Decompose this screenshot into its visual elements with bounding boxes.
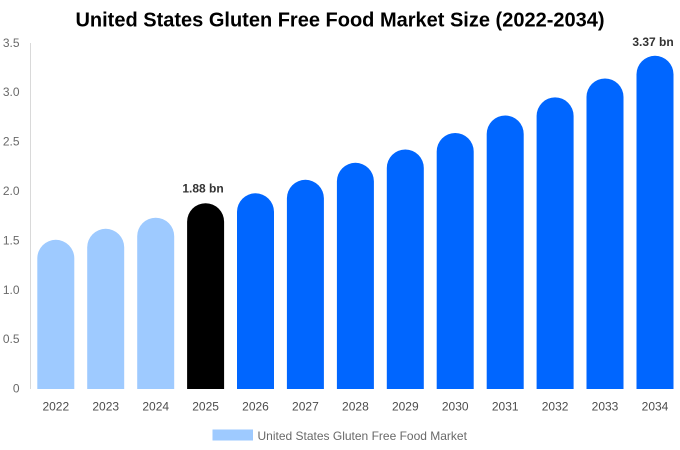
svg-text:United States Gluten Free Food: United States Gluten Free Food Market xyxy=(258,429,468,443)
svg-text:2028: 2028 xyxy=(342,400,369,414)
svg-text:2034: 2034 xyxy=(642,400,669,414)
svg-text:3.0: 3.0 xyxy=(3,85,20,99)
svg-text:1.0: 1.0 xyxy=(3,283,20,297)
svg-text:2.5: 2.5 xyxy=(3,135,20,149)
svg-text:2026: 2026 xyxy=(242,400,269,414)
svg-text:3.5: 3.5 xyxy=(3,36,20,50)
svg-text:1.5: 1.5 xyxy=(3,233,20,247)
svg-text:United States Gluten Free Food: United States Gluten Free Food Market Si… xyxy=(75,10,604,32)
svg-text:2031: 2031 xyxy=(492,400,519,414)
svg-text:0: 0 xyxy=(13,382,20,396)
svg-text:2022: 2022 xyxy=(42,400,69,414)
svg-text:2023: 2023 xyxy=(92,400,119,414)
svg-text:2030: 2030 xyxy=(442,400,469,414)
svg-text:2024: 2024 xyxy=(142,400,169,414)
svg-text:3.37 bn: 3.37 bn xyxy=(632,35,673,49)
svg-text:2025: 2025 xyxy=(192,400,219,414)
svg-text:2029: 2029 xyxy=(392,400,419,414)
svg-text:2.0: 2.0 xyxy=(3,184,20,198)
svg-text:1.88 bn: 1.88 bn xyxy=(182,181,223,195)
svg-text:2032: 2032 xyxy=(542,400,569,414)
svg-text:2027: 2027 xyxy=(292,400,319,414)
svg-text:0.5: 0.5 xyxy=(3,332,20,346)
svg-text:2033: 2033 xyxy=(592,400,619,414)
